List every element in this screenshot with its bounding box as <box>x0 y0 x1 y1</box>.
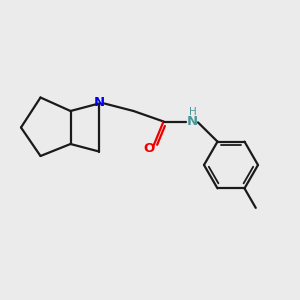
Text: N: N <box>94 95 105 109</box>
Text: N: N <box>186 115 198 128</box>
Text: H: H <box>189 107 196 117</box>
Text: O: O <box>143 142 155 155</box>
